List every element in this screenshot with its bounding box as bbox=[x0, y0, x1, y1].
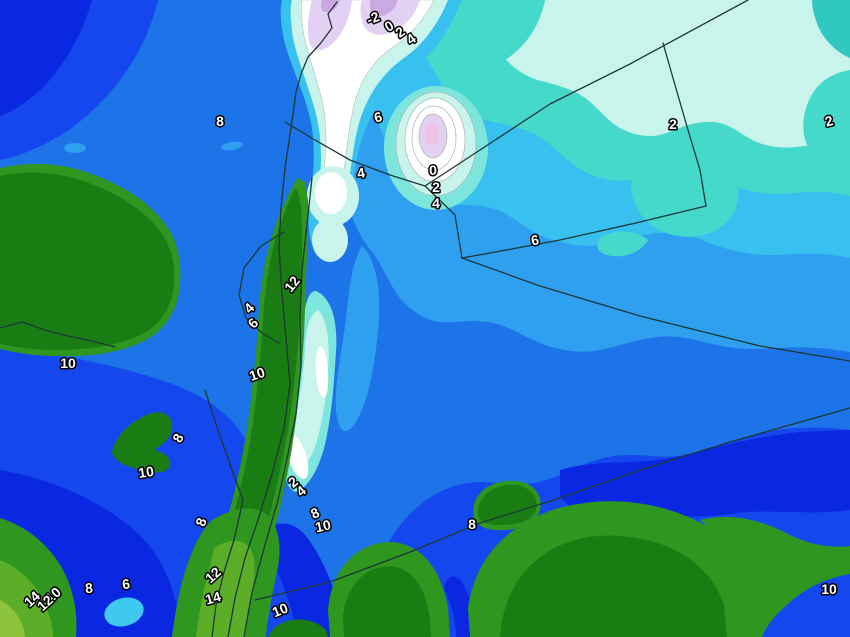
green-blob-center-south-core bbox=[477, 484, 537, 526]
cyan-finger-center-east bbox=[597, 231, 648, 257]
contour-label: 8 bbox=[84, 580, 93, 597]
border-coastline-west bbox=[0, 321, 116, 348]
contour-label: 10 bbox=[247, 364, 267, 384]
border-rift-west bbox=[227, 91, 297, 637]
cold-tongue-purple-dot-west bbox=[321, 0, 340, 12]
cyan-patch-top-right-corner bbox=[812, 0, 850, 58]
contour-label: 10 bbox=[821, 581, 837, 597]
cold-tongue-purple-dot-east bbox=[370, 0, 398, 17]
contour-band-deep-blue-channel-south bbox=[258, 523, 344, 637]
green-bump-bottom-center bbox=[268, 619, 328, 637]
green-southeast-core bbox=[500, 535, 727, 637]
green-island-west bbox=[112, 412, 173, 473]
contour-band-deep-blue-northwest-corner bbox=[0, 0, 92, 116]
green-arava-south-core bbox=[196, 540, 255, 637]
border-north-wiggle bbox=[295, 1, 338, 93]
cold-tongue-lavender-west bbox=[307, 0, 352, 51]
contour-label: 10 bbox=[60, 355, 76, 371]
border-hiccup-link bbox=[424, 185, 463, 259]
cold-spot-north-core bbox=[315, 172, 347, 214]
contour-label: 0 bbox=[429, 162, 437, 178]
border-west-bank-loop bbox=[238, 231, 285, 344]
green-bottom-left-yellow bbox=[0, 600, 25, 637]
light-blue-dash-west bbox=[221, 141, 243, 151]
contour-label: 2 bbox=[669, 116, 677, 132]
green-southeast-arm-right bbox=[700, 516, 850, 637]
border-rift-east bbox=[243, 177, 313, 637]
green-coastal-core bbox=[0, 172, 175, 350]
contour-label: 2 bbox=[432, 179, 440, 195]
border-saudi-southwest bbox=[254, 407, 850, 601]
border-syria-northeast bbox=[424, 0, 749, 187]
cyan-patch-right-edge bbox=[803, 70, 850, 173]
green-bottom-center-core bbox=[343, 566, 431, 637]
cyan-patch-center-east bbox=[631, 138, 739, 237]
light-blue-dash-far-west bbox=[64, 143, 86, 153]
spot-blue-bottom-left bbox=[104, 597, 144, 627]
contour-label: 4 bbox=[432, 195, 440, 211]
contour-label: 8 bbox=[216, 113, 224, 129]
contour-label: 10 bbox=[137, 463, 155, 481]
border-iraq-vertical bbox=[662, 42, 707, 207]
sky-blue-tongue-center bbox=[335, 246, 380, 432]
border-hiccup-northeast bbox=[461, 205, 707, 259]
contour-label: 10 bbox=[314, 516, 333, 535]
cyan-patch-top-center bbox=[430, 0, 545, 72]
contour-label: 8 bbox=[468, 516, 476, 532]
bullseye-pink-core bbox=[425, 122, 439, 146]
border-saudi-east bbox=[461, 257, 850, 362]
border-north-jordan bbox=[284, 121, 426, 187]
contour-label: 14 bbox=[203, 588, 222, 608]
cold-streak-white-mid bbox=[315, 346, 329, 398]
cold-spot-mid bbox=[312, 218, 348, 262]
contour-band-deep-blue-southeast-strip bbox=[560, 430, 850, 519]
border-araba-valley bbox=[204, 389, 244, 637]
